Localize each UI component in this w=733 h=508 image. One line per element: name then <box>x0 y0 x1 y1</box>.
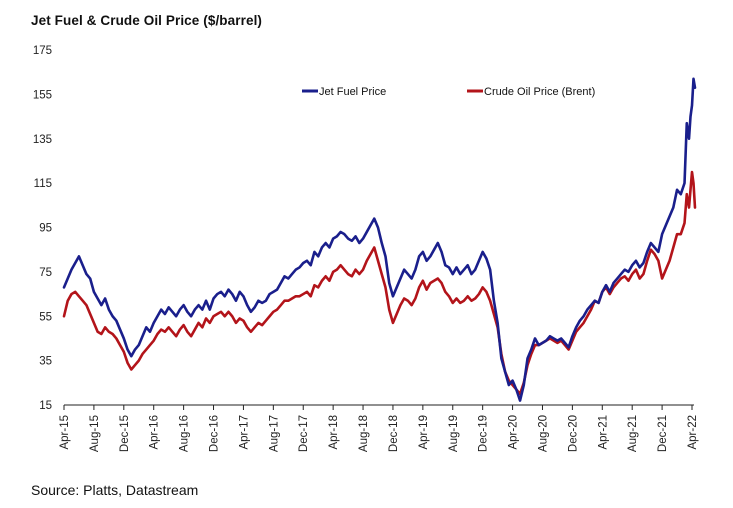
x-tick-label: Dec-16 <box>209 415 221 452</box>
x-tick-label: Apr-16 <box>149 415 161 450</box>
x-tick-label: Apr-20 <box>508 415 520 450</box>
y-tick-label: 15 <box>39 400 52 412</box>
x-tick-label: Dec-15 <box>119 415 131 452</box>
series-line-crude-oil <box>62 170 697 396</box>
y-tick-label: 175 <box>33 45 52 57</box>
x-tick-label: Aug-17 <box>268 415 280 452</box>
y-tick-label: 155 <box>33 89 52 101</box>
x-tick-label: Dec-21 <box>657 415 669 452</box>
x-tick-label: Dec-19 <box>478 415 490 452</box>
y-axis: 15 35 55 75 95 115 135 155 175 <box>33 45 52 412</box>
x-tick-label: Aug-18 <box>358 415 370 452</box>
x-tick-label: Apr-18 <box>328 415 340 450</box>
x-tick-label: Dec-17 <box>298 415 310 452</box>
legend-label-crude-oil: Crude Oil Price (Brent) <box>484 86 595 98</box>
x-tick-label: Apr-22 <box>687 415 699 450</box>
legend-label-jet-fuel: Jet Fuel Price <box>319 86 386 98</box>
x-tick-label: Apr-19 <box>418 415 430 450</box>
y-tick-label: 115 <box>34 178 52 190</box>
x-axis: Apr-15 Aug-15 Dec-15 Apr-16 Aug-16 Dec-16 Apr-… <box>59 404 699 452</box>
x-tick-label: Apr-15 <box>59 415 71 450</box>
y-tick-label: 75 <box>39 267 52 279</box>
y-tick-label: 95 <box>39 223 52 235</box>
x-tick-label: Aug-15 <box>89 415 101 452</box>
x-tick-label: Apr-17 <box>238 415 250 450</box>
x-tick-label: Aug-21 <box>627 415 639 452</box>
y-tick-label: 55 <box>39 311 52 323</box>
x-tick-label: Dec-20 <box>567 415 579 452</box>
x-tick-label: Dec-18 <box>388 415 400 452</box>
legend: Jet Fuel Price Crude Oil Price (Brent) <box>302 86 595 98</box>
source-note: Source: Platts, Datastream <box>31 482 199 498</box>
chart-title: Jet Fuel & Crude Oil Price ($/barrel) <box>31 13 263 28</box>
x-tick-label: Aug-20 <box>537 415 549 452</box>
x-tick-label: Aug-19 <box>448 415 460 452</box>
y-tick-label: 135 <box>33 134 52 146</box>
x-tick-label: Apr-21 <box>597 415 609 450</box>
x-tick-label: Aug-16 <box>179 415 191 452</box>
series-line-jet-fuel <box>62 77 697 402</box>
y-tick-label: 35 <box>39 356 52 368</box>
series-layer <box>62 77 697 402</box>
